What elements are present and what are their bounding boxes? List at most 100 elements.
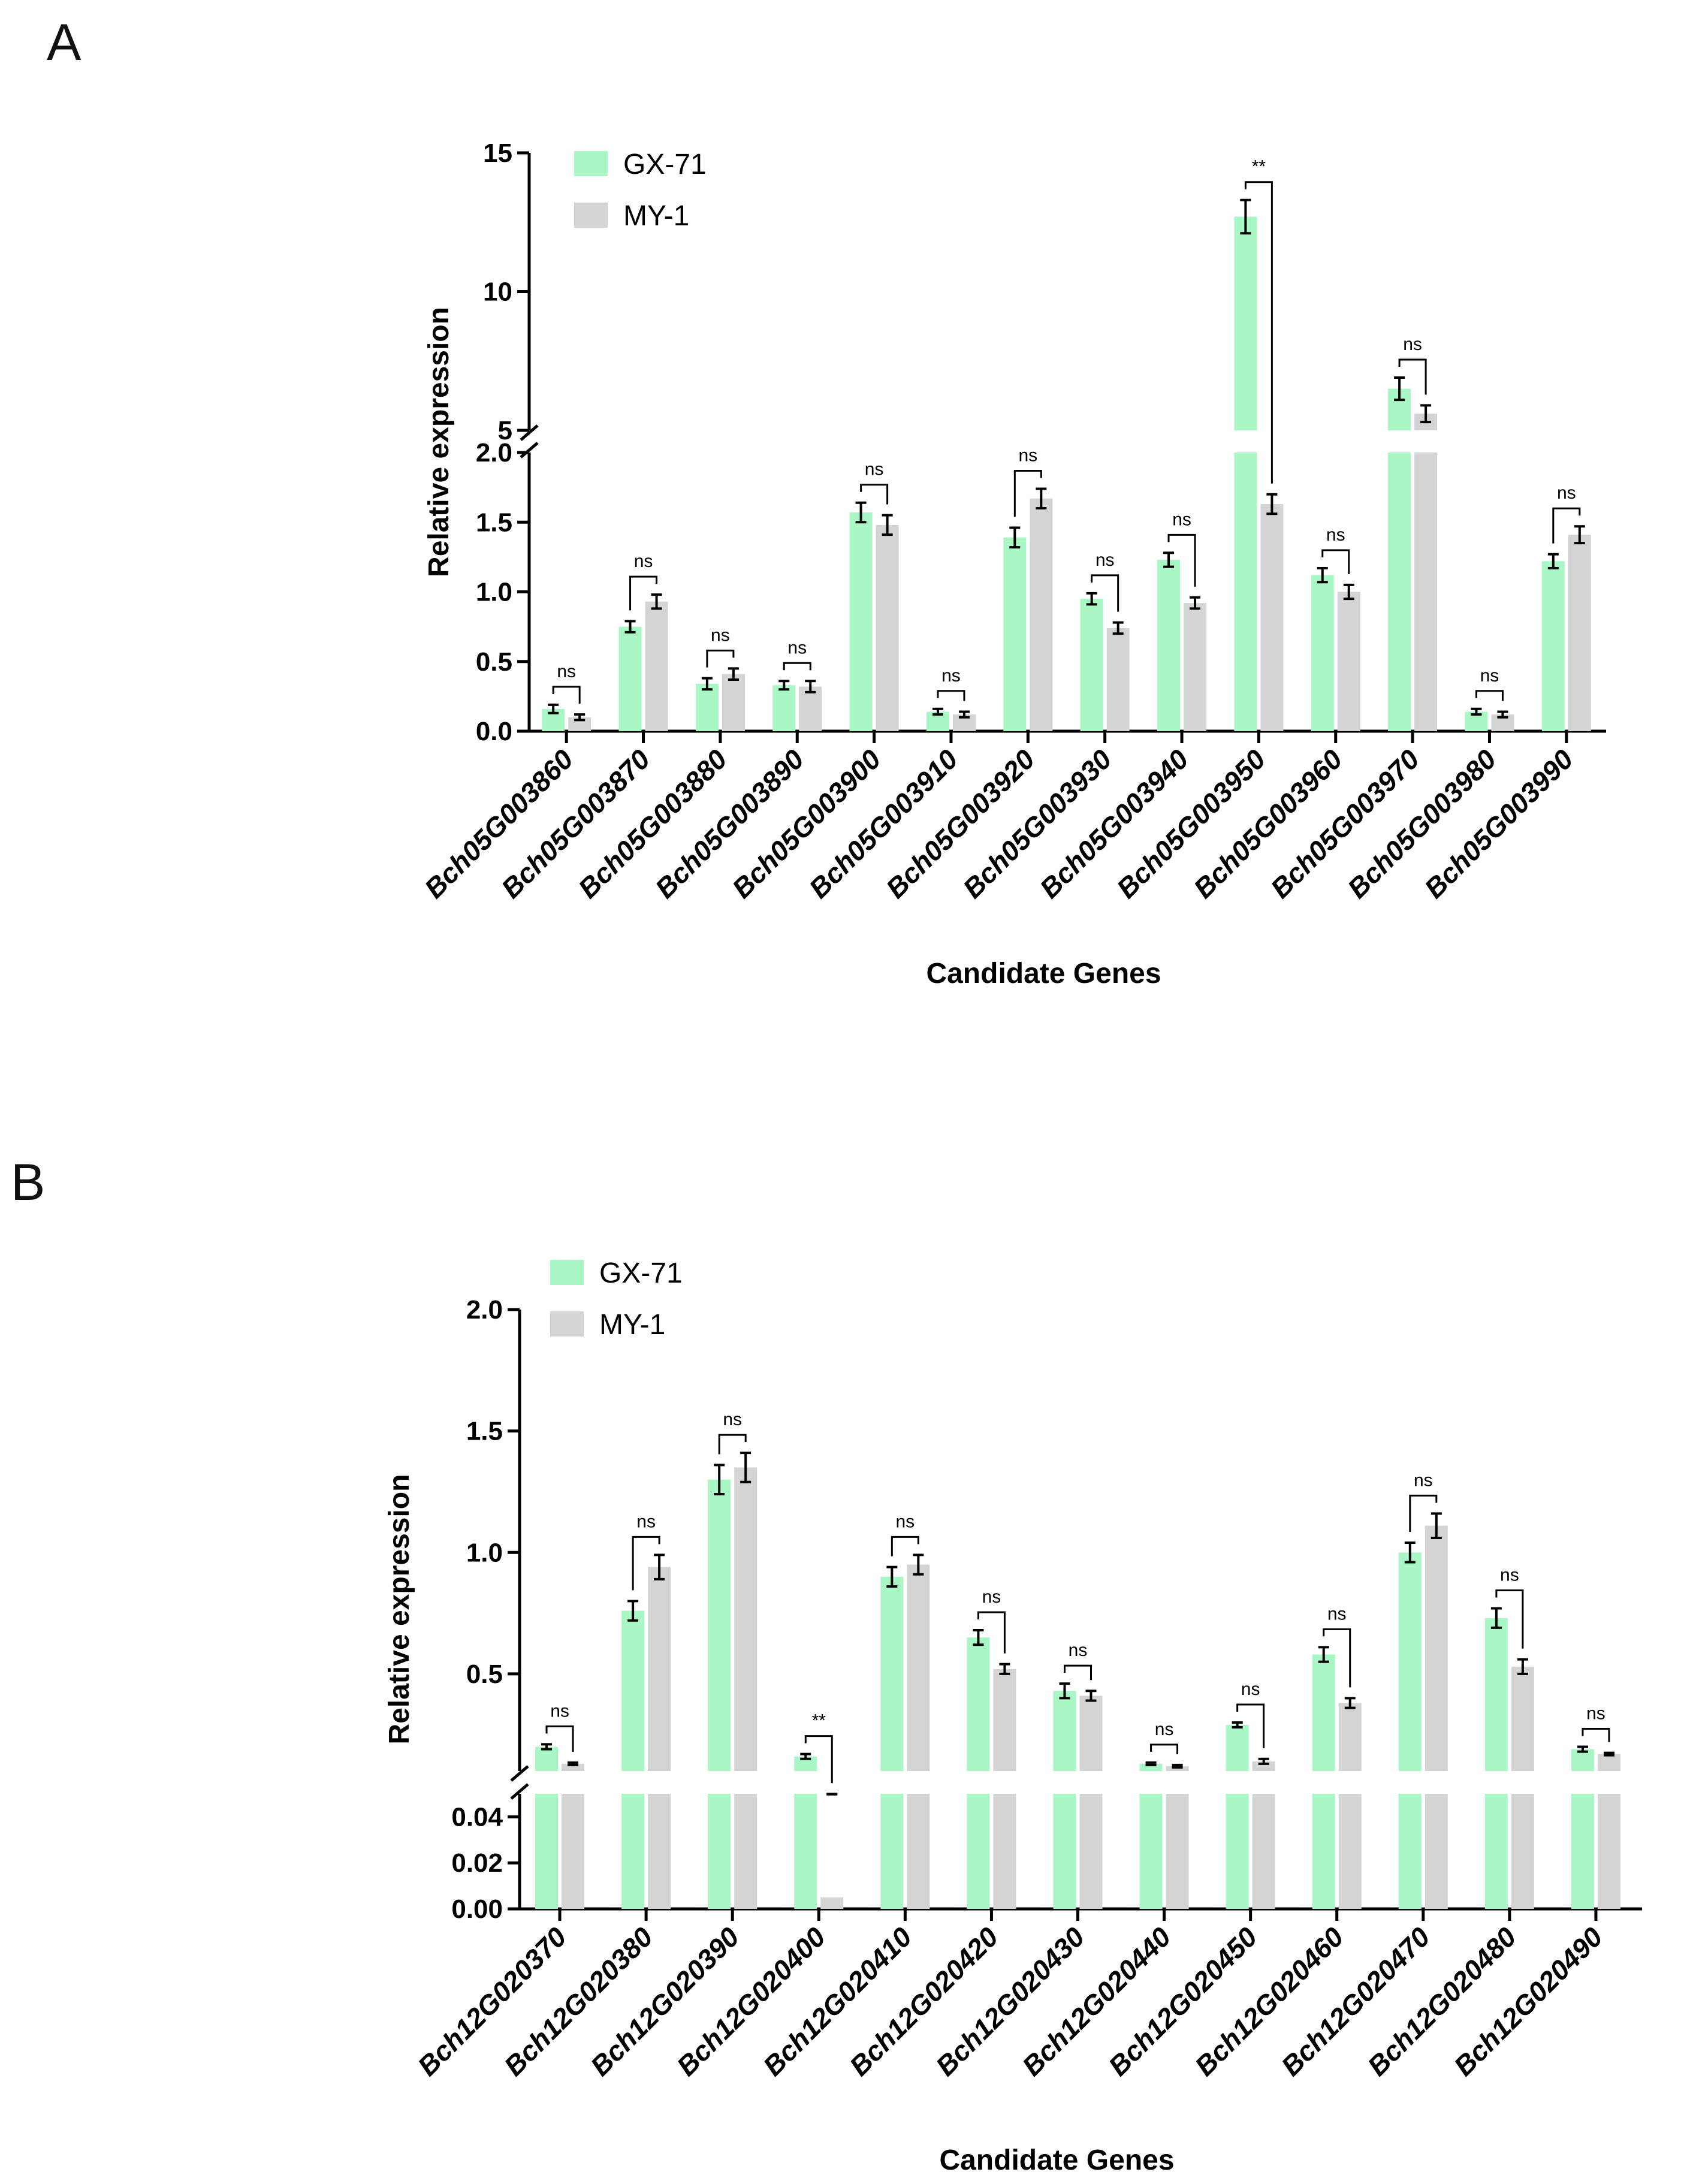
bar-gx71 xyxy=(621,1794,645,1909)
bar-my1 xyxy=(648,1794,671,1909)
bar-gx71 xyxy=(1080,599,1103,731)
bar-my1 xyxy=(1338,1794,1362,1909)
y-axis-title: Relative expression xyxy=(423,307,455,577)
bar-gx71-upper xyxy=(967,1637,990,1771)
bar-my1 xyxy=(1106,628,1130,731)
significance-bracket xyxy=(552,686,581,704)
x-tick-label: Bch12G020370 xyxy=(412,1921,573,2082)
bar-gx71 xyxy=(1139,1794,1163,1909)
panel-label-b: B xyxy=(11,1154,45,1211)
bar-gx71 xyxy=(1484,1794,1508,1909)
bar-my1 xyxy=(1568,535,1591,731)
bar-my1-upper xyxy=(907,1564,930,1771)
bar-my1 xyxy=(568,717,591,731)
bar-gx71-upper xyxy=(1484,1618,1508,1771)
bar-my1-upper xyxy=(1252,1761,1275,1771)
y-tick-label: 1.5 xyxy=(466,1417,503,1446)
x-tick-label: Bch12G020410 xyxy=(757,1921,918,2082)
significance-label: ns xyxy=(1500,1565,1519,1585)
y-tick-label: 0.0 xyxy=(476,717,512,746)
bar-gx71 xyxy=(1388,453,1411,731)
bar-my1 xyxy=(876,524,899,731)
significance-bracket xyxy=(1398,358,1427,395)
bar-gx71-upper xyxy=(1226,1725,1249,1771)
significance-label: ns xyxy=(865,460,884,479)
legend-label: MY-1 xyxy=(599,1309,665,1341)
y-tick-label: 1.0 xyxy=(476,578,512,607)
significance-bracket xyxy=(1582,1727,1610,1742)
bar-gx71 xyxy=(1311,575,1334,731)
bar-my1 xyxy=(1425,1794,1448,1909)
bar-my1 xyxy=(1030,498,1053,731)
y-tick-label: 10 xyxy=(483,277,512,307)
y-tick-label: 1.0 xyxy=(466,1538,503,1567)
bar-gx71 xyxy=(708,1794,731,1909)
significance-label: ns xyxy=(1172,509,1191,529)
y-tick-label: 2.0 xyxy=(476,438,512,467)
significance-label: ns xyxy=(711,625,730,645)
significance-label: ns xyxy=(1018,445,1037,465)
significance-bracket xyxy=(937,690,965,701)
bar-gx71-upper xyxy=(1398,1552,1422,1771)
bar-gx71-upper xyxy=(621,1610,645,1771)
bar-my1 xyxy=(734,1794,758,1909)
significance-bracket xyxy=(1475,690,1504,701)
bar-gx71-upper xyxy=(1571,1749,1594,1771)
y-tick-label: 0.5 xyxy=(466,1660,503,1689)
bar-gx71-upper xyxy=(1234,216,1257,430)
significance-bracket xyxy=(629,575,658,611)
bar-my1 xyxy=(1260,504,1284,731)
bar-my1-upper xyxy=(1338,1703,1362,1771)
bar-gx71-upper xyxy=(535,1746,559,1771)
legend-swatch xyxy=(574,151,608,176)
bar-my1-upper xyxy=(1425,1525,1448,1771)
significance-bracket xyxy=(1091,574,1119,612)
significance-label: ns xyxy=(1414,1470,1433,1490)
axis-break-mark xyxy=(520,442,539,458)
bar-my1 xyxy=(820,1897,844,1909)
significance-bracket xyxy=(1244,181,1273,484)
x-tick-label: Bch12G020460 xyxy=(1189,1921,1350,2082)
bar-gx71 xyxy=(1157,560,1181,731)
significance-label: ns xyxy=(636,1512,656,1531)
bar-my1 xyxy=(1079,1794,1103,1909)
significance-label: ns xyxy=(941,666,961,686)
bar-my1-upper xyxy=(1597,1754,1620,1771)
significance-label: ns xyxy=(1241,1679,1260,1699)
bar-gx71 xyxy=(1571,1794,1594,1909)
significance-bracket xyxy=(718,1434,747,1455)
significance-bracket xyxy=(860,484,889,505)
bar-my1 xyxy=(993,1794,1016,1909)
significance-bracket xyxy=(1167,533,1196,587)
significance-label: ns xyxy=(1096,550,1115,570)
significance-bracket xyxy=(545,1725,574,1752)
bar-my1 xyxy=(645,601,668,731)
bar-gx71 xyxy=(1003,537,1027,731)
y-tick-label: 0.00 xyxy=(451,1895,503,1924)
axis-break-mark xyxy=(520,424,539,441)
significance-bracket xyxy=(1323,1628,1351,1688)
x-tick-label: Bch12G020390 xyxy=(584,1921,746,2082)
axis-break-mark xyxy=(510,1783,529,1800)
chart-panel-a: 0.0 0.5 1.0 1.5 2.05 10 15 Relative expression C… xyxy=(418,138,1606,990)
bar-my1 xyxy=(1252,1794,1275,1909)
significance-label: ** xyxy=(1252,157,1266,177)
significance-bracket xyxy=(804,1735,833,1784)
bar-gx71 xyxy=(967,1794,990,1909)
bar-gx71 xyxy=(849,512,873,731)
bar-gx71 xyxy=(1226,1794,1249,1909)
legend-swatch xyxy=(550,1260,584,1285)
bar-gx71 xyxy=(1541,561,1565,731)
x-tick-label: Bch12G020480 xyxy=(1362,1921,1523,2082)
bar-my1 xyxy=(1511,1794,1534,1909)
bar-gx71-upper xyxy=(880,1576,904,1771)
significance-label: ns xyxy=(982,1587,1001,1607)
y-tick-label: 0.5 xyxy=(476,647,512,677)
bar-gx71 xyxy=(1053,1794,1076,1909)
significance-label: ns xyxy=(1326,525,1345,545)
significance-bracket xyxy=(1552,507,1581,544)
x-tick-label: Bch12G020490 xyxy=(1448,1921,1609,2082)
y-axis-title: Relative expression xyxy=(384,1474,415,1745)
significance-bracket xyxy=(891,1536,919,1556)
